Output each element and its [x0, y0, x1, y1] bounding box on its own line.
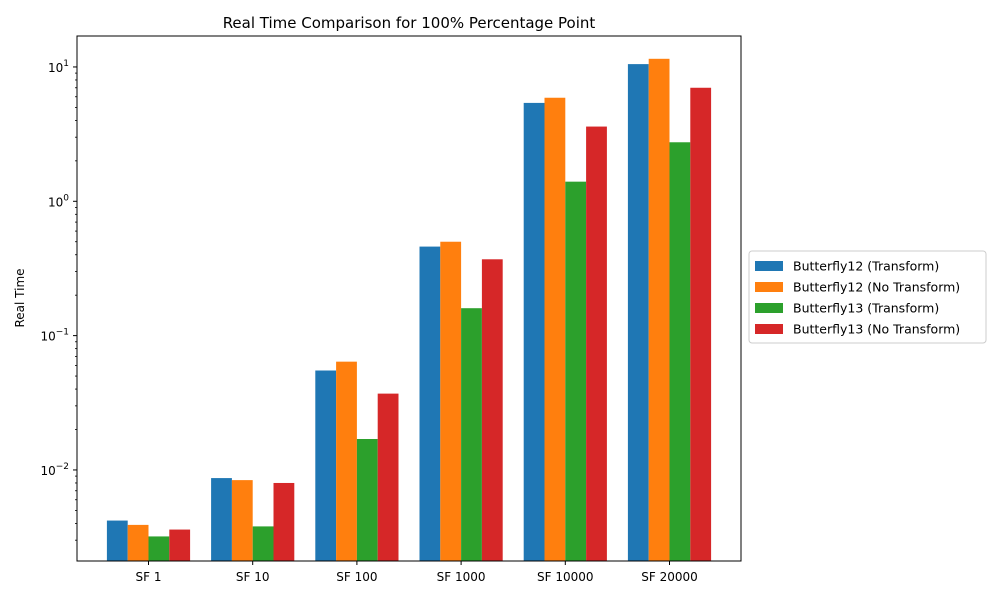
y-axis: 10−2 10−1 100 101: [40, 59, 77, 541]
bar: [252, 526, 274, 561]
bar: [106, 520, 128, 561]
bar: [419, 246, 441, 561]
legend-label: Butterfly13 (No Transform): [793, 322, 960, 337]
bar: [481, 259, 503, 561]
bar: [669, 142, 691, 561]
legend-box: [748, 250, 987, 344]
bar: [127, 524, 149, 561]
bar: [315, 370, 337, 561]
x-tick-label: SF 1000: [437, 570, 486, 584]
legend-swatch: [755, 282, 783, 292]
bar: [356, 439, 378, 561]
bar: [690, 87, 712, 561]
bar: [211, 478, 232, 561]
y-tick-label: 10−1: [40, 328, 69, 344]
legend: Butterfly12 (Transform) Butterfly12 (No T…: [748, 250, 987, 344]
bars: [106, 58, 712, 562]
x-tick-label: SF 20000: [641, 570, 698, 584]
y-tick-label: 10−2: [40, 462, 69, 478]
plot-frame: [76, 35, 742, 562]
bar: [336, 361, 357, 561]
bar: [586, 126, 607, 561]
legend-swatch: [755, 261, 783, 271]
x-tick-label: SF 10000: [537, 570, 594, 584]
legend-swatch: [755, 303, 783, 313]
legend-label: Butterfly12 (Transform): [793, 259, 939, 274]
bar: [461, 308, 482, 561]
y-tick-label: 100: [48, 193, 69, 209]
x-axis: SF 1 SF 10 SF 100 SF 1000 SF 10000 SF 20000: [136, 561, 698, 584]
bar: [544, 97, 566, 562]
y-tick-label: 101: [48, 59, 69, 75]
bar: [169, 529, 191, 561]
bar: [627, 64, 649, 562]
legend-swatch: [755, 324, 783, 334]
bar: [565, 181, 587, 561]
bar: [148, 536, 170, 561]
legend-label: Butterfly12 (No Transform): [793, 280, 960, 295]
x-tick-label: SF 1: [136, 570, 162, 584]
y-axis-label: Real Time: [13, 268, 27, 327]
legend-label: Butterfly13 (Transform): [793, 301, 939, 316]
bar: [231, 480, 253, 561]
bar: [273, 482, 295, 561]
chart-title: Real Time Comparison for 100% Percentage…: [223, 14, 596, 32]
x-tick-label: SF 10: [236, 570, 270, 584]
bar: [440, 241, 462, 562]
x-tick-label: SF 100: [336, 570, 377, 584]
bar: [377, 393, 399, 561]
bar: [523, 102, 545, 562]
bar: [648, 58, 670, 562]
